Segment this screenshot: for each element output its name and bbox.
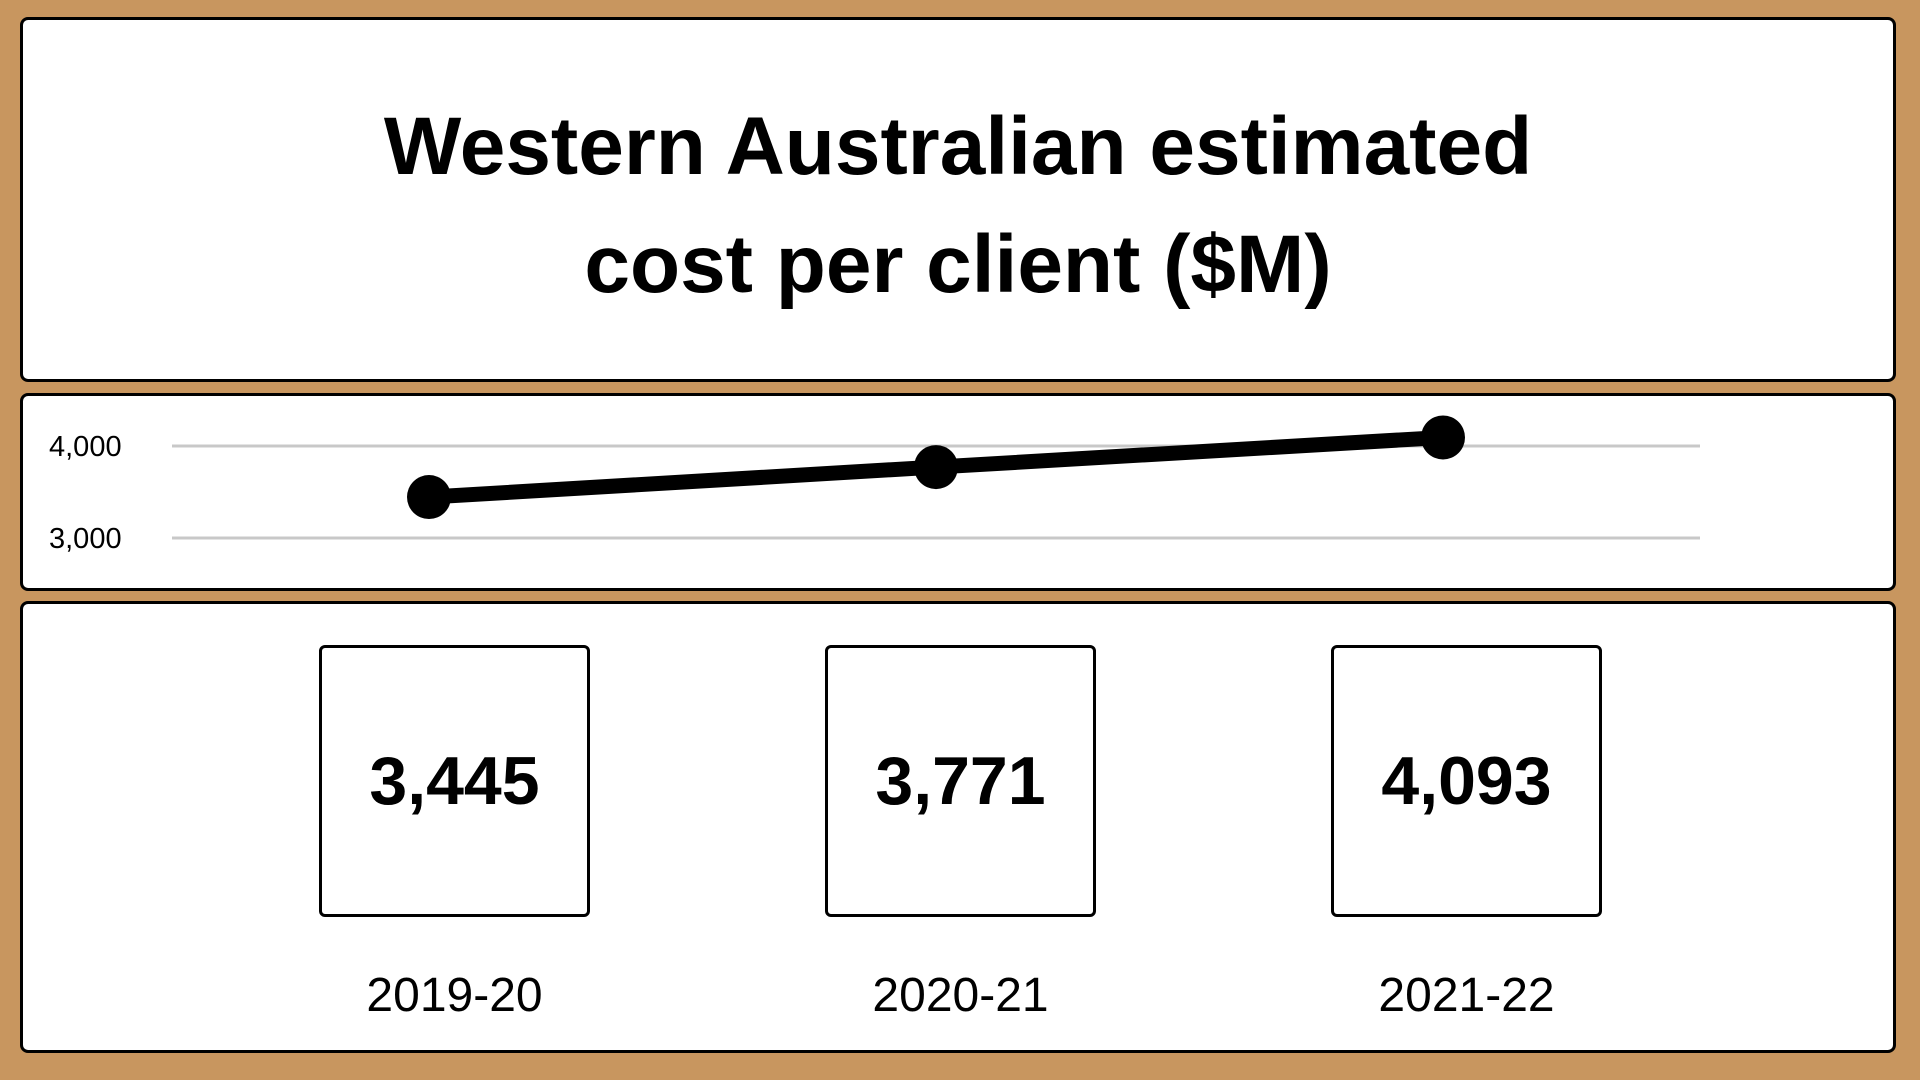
value-text: 3,771 bbox=[875, 743, 1046, 819]
period-label: 2021-22 bbox=[1378, 969, 1555, 1022]
value-text: 4,093 bbox=[1381, 743, 1552, 819]
value-card-2020-21: 3,771 bbox=[825, 645, 1096, 917]
chart-title: Western Australian estimated cost per cl… bbox=[23, 88, 1893, 324]
chart-title-line-1: Western Australian estimated bbox=[383, 101, 1533, 192]
value-text: 3,445 bbox=[369, 743, 540, 819]
data-point bbox=[407, 475, 451, 520]
y-tick-label: 4,000 bbox=[49, 431, 122, 463]
y-tick-label: 3,000 bbox=[49, 523, 122, 555]
line-chart: 3,000 4,000 bbox=[49, 415, 1700, 555]
period-label: 2020-21 bbox=[872, 969, 1049, 1022]
values-panel: 3,445 2019-20 3,771 2020-21 4,093 2021-2… bbox=[20, 601, 1896, 1053]
chart-title-line-2: cost per client ($M) bbox=[584, 219, 1332, 310]
title-panel: Western Australian estimated cost per cl… bbox=[20, 17, 1896, 382]
line-chart-panel: 3,000 4,000 bbox=[20, 393, 1896, 591]
period-label: 2019-20 bbox=[366, 969, 543, 1022]
value-card-2019-20: 3,445 bbox=[319, 645, 590, 917]
data-point bbox=[1421, 415, 1465, 460]
data-point bbox=[914, 445, 958, 490]
value-card-2021-22: 4,093 bbox=[1331, 645, 1602, 917]
